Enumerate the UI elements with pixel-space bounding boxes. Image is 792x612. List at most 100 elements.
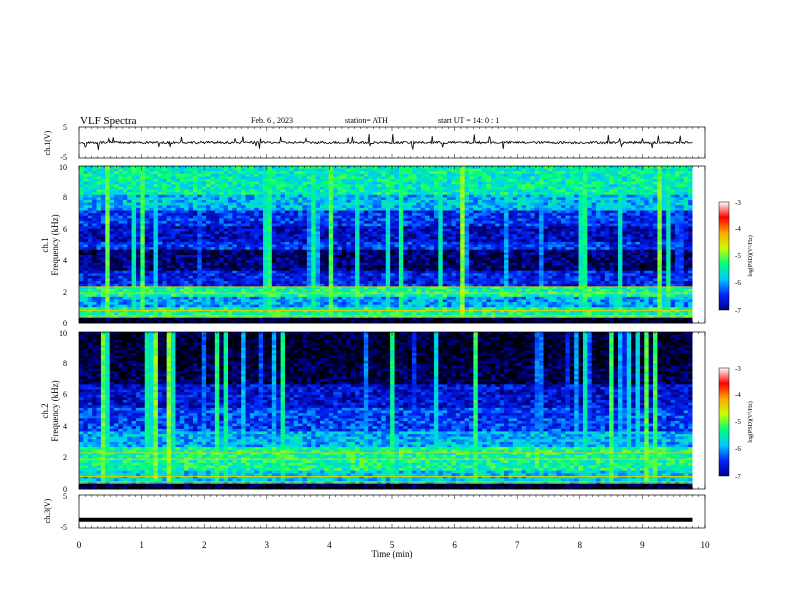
spectrogram-cell (214, 192, 220, 196)
spectrogram-cell (201, 239, 207, 243)
spectrogram-cell (227, 192, 233, 196)
spectrogram-cell (644, 254, 650, 258)
spectrogram-cell (258, 173, 264, 177)
spectrogram-cell (271, 236, 277, 240)
spectrogram-cell (210, 220, 216, 224)
spectrogram-cell (617, 244, 623, 248)
spectrogram-cell (508, 200, 514, 204)
spectrogram-cell (433, 179, 439, 183)
ch1-trace-line (78, 133, 693, 151)
spectrogram-cell (442, 254, 448, 258)
spectrogram-cell (425, 247, 430, 251)
spectrogram-cell (122, 231, 128, 235)
spectrogram-cell (96, 189, 102, 193)
spectrogram-cell (486, 179, 492, 183)
spectrogram-cell (648, 223, 654, 227)
spectrogram-cell (166, 244, 172, 248)
spectrogram-cell (166, 252, 172, 256)
spectrogram-cell (631, 202, 636, 206)
spectrogram-cell (192, 254, 198, 258)
spectrogram-cell (381, 234, 387, 238)
spectrogram-cell (425, 194, 430, 198)
spectrogram-cell (425, 218, 430, 222)
spectrogram-cell (267, 226, 273, 230)
spectrogram-cell (403, 194, 409, 198)
spectrogram-cell (83, 197, 89, 201)
spectrogram-cell (674, 215, 680, 219)
spectrogram-cell (486, 176, 492, 180)
spectrogram-cell (368, 171, 373, 175)
spectrogram-cell (175, 257, 181, 261)
spectrogram-cell (100, 176, 106, 180)
spectrogram-cell (569, 218, 575, 222)
spectrogram-cell (412, 181, 417, 185)
spectrogram-cell (363, 257, 369, 261)
spectrogram-cell (460, 226, 466, 230)
spectrogram-cell (302, 168, 308, 172)
spectrogram-cell (547, 247, 553, 251)
spectrogram-cell (140, 205, 146, 209)
spectrogram-cell (394, 236, 400, 240)
spectrogram-cell (175, 218, 181, 222)
spectrogram-cell (359, 181, 365, 185)
spectrogram-cell (464, 239, 470, 243)
spectrogram-cell (359, 202, 365, 206)
spectrogram-cell (184, 252, 189, 256)
spectrogram-cell (674, 247, 680, 251)
spectrogram-cell (372, 176, 378, 180)
spectrogram-cell (688, 254, 693, 258)
spectrogram-cell (350, 176, 356, 180)
spectrogram-cell (315, 247, 321, 251)
spectrogram-cell (653, 166, 658, 170)
spectrogram-cell (504, 249, 509, 253)
spectrogram-cell (609, 210, 614, 214)
spectrogram-cell (157, 189, 163, 193)
spectrogram-cell (320, 186, 325, 190)
spectrogram-cell (626, 166, 632, 170)
spectrogram-cell (539, 168, 544, 172)
spectrogram-cell (473, 194, 479, 198)
spectrogram-cell (561, 247, 566, 251)
spectrogram-cell (455, 218, 461, 222)
spectrogram-cell (157, 213, 163, 217)
spectrogram-cell (346, 252, 352, 256)
spectrogram-cell (666, 249, 671, 253)
spectrogram-cell (416, 241, 422, 245)
spectrogram-cell (683, 207, 689, 211)
spectrogram-cell (122, 176, 128, 180)
spectrogram-cell (201, 231, 207, 235)
spectrogram-cell (530, 207, 536, 211)
spectrogram-cell (197, 244, 203, 248)
spectrogram-cell (495, 220, 501, 224)
spectrogram-cell (245, 239, 251, 243)
spectrogram-cell (171, 184, 176, 188)
spectrogram-cell (284, 205, 290, 209)
spectrogram-cell (149, 241, 154, 245)
spectrogram-cell (258, 213, 264, 217)
spectrogram-cell (96, 257, 102, 261)
spectrogram-cell (412, 234, 417, 238)
spectrogram-cell (258, 234, 264, 238)
spectrogram-cell (241, 220, 246, 224)
spectrogram-cell (355, 236, 360, 240)
spectrogram-cell (412, 244, 417, 248)
spectrogram-cell (670, 184, 676, 188)
spectrogram-cell (688, 252, 693, 256)
spectrogram-cell (276, 236, 281, 240)
spectrogram-cell (504, 234, 509, 238)
spectrogram-cell (617, 218, 623, 222)
spectrogram-cell (438, 189, 444, 193)
spectrogram-cell (390, 226, 395, 230)
spectrogram-cell (600, 213, 606, 217)
spectrogram-cell (350, 166, 356, 170)
spectrogram-cell (328, 231, 334, 235)
spectrogram-cell (635, 213, 641, 217)
spectrogram-cell (442, 249, 448, 253)
spectrogram-cell (179, 181, 185, 185)
spectrogram-cell (363, 184, 369, 188)
spectrogram-cell (350, 210, 356, 214)
spectrogram-cell (245, 236, 251, 240)
spectrogram-cell (201, 179, 207, 183)
spectrogram-cell (188, 197, 194, 201)
spectrogram-cell (679, 179, 685, 183)
